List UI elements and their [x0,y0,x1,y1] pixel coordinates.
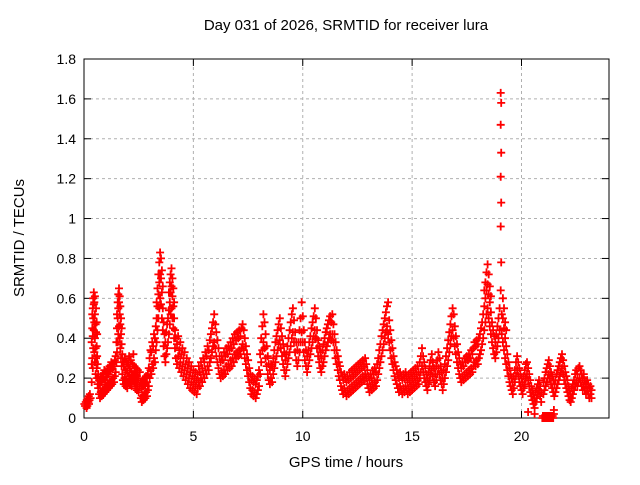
axis-ticks [83,58,609,419]
y-tick-label: 1 [68,211,76,227]
y-tick-label: 0.2 [57,370,77,386]
y-tick-label: 0 [68,410,76,426]
y-tick-label: 0.4 [57,330,77,346]
y-tick-label: 0.6 [57,290,77,306]
y-tick-label: 1.6 [57,91,77,107]
y-tick-label: 1.8 [57,51,77,67]
chart-title: Day 031 of 2026, SRMTID for receiver lur… [204,17,489,34]
y-tick-label: 0.8 [57,250,77,266]
x-tick-label: 15 [404,428,420,444]
y-tick-label: 1.4 [57,131,77,147]
x-axis-label: GPS time / hours [289,454,403,471]
x-tick-label: 0 [80,428,88,444]
x-tick-label: 10 [295,428,311,444]
gridlines [84,59,609,418]
tick-labels: 0 0.2 0.4 0.6 0.8 1 1.2 1.4 1.6 1.8 0 5 10 15 20 [57,51,530,444]
plot-border [83,58,610,419]
y-axis-label: SRMTID / TECUs [11,179,28,297]
x-tick-label: 20 [514,428,530,444]
x-tick-label: 5 [189,428,197,444]
data-points [80,88,596,422]
y-tick-label: 1.2 [57,171,77,187]
